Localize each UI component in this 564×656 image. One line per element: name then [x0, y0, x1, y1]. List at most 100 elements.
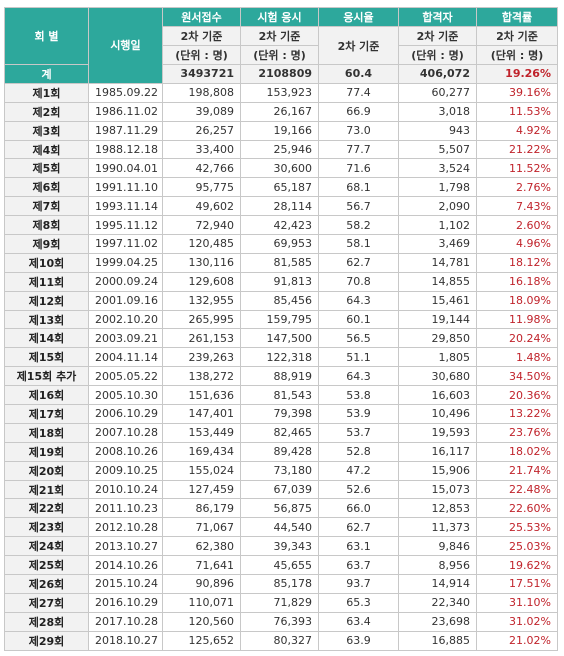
pass-rate-cell: 1.48% [476, 347, 558, 368]
total-cell: 406,072 [398, 64, 477, 84]
takers-cell: 69,953 [240, 234, 319, 254]
passers-cell: 15,461 [398, 290, 477, 311]
pass-rate-cell: 31.10% [476, 592, 558, 613]
table-row: 제13회 2002.10.20 265,995 159,795 60.1 19,144 11… [4, 309, 558, 330]
pass-rate-cell: 17.51% [476, 574, 558, 594]
applicants-cell: 132,955 [162, 290, 241, 311]
applicants-cell: 169,434 [162, 441, 241, 462]
passers-cell: 2,090 [398, 196, 477, 217]
applicants-cell: 239,263 [162, 347, 241, 368]
round-cell: 제23회 [4, 517, 89, 538]
takers-cell: 85,178 [240, 574, 319, 594]
pass-rate-cell: 11.52% [476, 158, 558, 179]
date-cell: 2013.10.27 [88, 536, 163, 557]
table-row: 제29회 2018.10.27 125,652 80,327 63.9 16,885 21.… [4, 630, 558, 651]
passers-cell: 3,469 [398, 234, 477, 254]
date-cell: 2011.10.23 [88, 498, 163, 519]
pass-rate-cell: 16.18% [476, 271, 558, 292]
pass-rate-cell: 21.74% [476, 460, 558, 481]
rate-cell: 53.7 [318, 422, 399, 443]
rate-cell: 52.8 [318, 441, 399, 462]
table-row: 제26회 2015.10.24 90,896 85,178 93.7 14,914 17.5… [4, 574, 558, 594]
passers-cell: 19,144 [398, 309, 477, 330]
rate-cell: 77.4 [318, 82, 399, 103]
passers-cell: 29,850 [398, 328, 477, 349]
date-cell: 2007.10.28 [88, 422, 163, 443]
pass-rate-cell: 2.60% [476, 215, 558, 236]
round-cell: 제12회 [4, 290, 89, 311]
round-cell: 제28회 [4, 611, 89, 632]
date-cell: 1997.11.02 [88, 234, 163, 254]
passers-cell: 1,102 [398, 215, 477, 236]
unit-cell: (단위 : 명) [162, 45, 241, 65]
date-cell: 1987.11.29 [88, 120, 163, 141]
round-cell: 제14회 [4, 328, 89, 349]
round-cell: 제19회 [4, 441, 89, 462]
table-row: 제20회 2009.10.25 155,024 73,180 47.2 15,906 21.… [4, 460, 558, 481]
pass-rate-cell: 4.92% [476, 120, 558, 141]
header-cell: 시행일 [88, 7, 163, 84]
applicants-cell: 110,071 [162, 592, 241, 613]
date-cell: 1993.11.14 [88, 196, 163, 217]
round-cell: 제1회 [4, 82, 89, 103]
table-row: 제27회 2016.10.29 110,071 71,829 65.3 22,340 31.… [4, 592, 558, 613]
round-cell: 제7회 [4, 196, 89, 217]
round-cell: 제13회 [4, 309, 89, 330]
rate-cell: 64.3 [318, 366, 399, 387]
date-cell: 2005.05.22 [88, 366, 163, 387]
rate-cell: 56.7 [318, 196, 399, 217]
round-cell: 제18회 [4, 422, 89, 443]
takers-cell: 82,465 [240, 422, 319, 443]
pass-rate-cell: 18.12% [476, 252, 558, 273]
applicants-cell: 198,808 [162, 82, 241, 103]
unit-cell: (단위 : 명) [240, 45, 319, 65]
round-cell: 제6회 [4, 177, 89, 198]
pass-rate-cell: 21.02% [476, 630, 558, 651]
applicants-cell: 261,153 [162, 328, 241, 349]
applicants-cell: 39,089 [162, 101, 241, 122]
pass-rate-cell: 20.36% [476, 385, 558, 406]
takers-cell: 147,500 [240, 328, 319, 349]
table-row: 제18회 2007.10.28 153,449 82,465 53.7 19,593 23.… [4, 422, 558, 443]
takers-cell: 71,829 [240, 592, 319, 613]
total-cell: 19.26% [476, 64, 558, 84]
table-row: 제14회 2003.09.21 261,153 147,500 56.5 29,850 20… [4, 328, 558, 349]
table-row: 제19회 2008.10.26 169,434 89,428 52.8 16,117 18.… [4, 441, 558, 462]
round-cell: 제29회 [4, 630, 89, 651]
rate-cell: 56.5 [318, 328, 399, 349]
date-cell: 2006.10.29 [88, 404, 163, 424]
table-row: 제23회 2012.10.28 71,067 44,540 62.7 11,373 25.5… [4, 517, 558, 538]
pass-rate-cell: 31.02% [476, 611, 558, 632]
round-cell: 제27회 [4, 592, 89, 613]
round-cell: 제15회 추가 [4, 366, 89, 387]
applicants-cell: 71,641 [162, 555, 241, 576]
table-row: 제17회 2006.10.29 147,401 79,398 53.9 10,496 13.… [4, 404, 558, 424]
date-cell: 2012.10.28 [88, 517, 163, 538]
takers-cell: 67,039 [240, 479, 319, 500]
takers-cell: 44,540 [240, 517, 319, 538]
table-body: 제1회 1985.09.22 198,808 153,923 77.4 60,277 39.… [4, 82, 558, 651]
applicants-cell: 120,560 [162, 611, 241, 632]
header-cell: 응시율 [318, 7, 399, 27]
takers-cell: 159,795 [240, 309, 319, 330]
pass-rate-cell: 25.53% [476, 517, 558, 538]
pass-rate-cell: 20.24% [476, 328, 558, 349]
rate-cell: 58.2 [318, 215, 399, 236]
pass-rate-cell: 11.53% [476, 101, 558, 122]
table-row: 제2회 1986.11.02 39,089 26,167 66.9 3,018 11.53% [4, 101, 558, 122]
applicants-cell: 138,272 [162, 366, 241, 387]
passers-cell: 3,018 [398, 101, 477, 122]
table-row: 제5회 1990.04.01 42,766 30,600 71.6 3,524 11.52% [4, 158, 558, 179]
passers-cell: 3,524 [398, 158, 477, 179]
takers-cell: 80,327 [240, 630, 319, 651]
applicants-cell: 95,775 [162, 177, 241, 198]
applicants-cell: 147,401 [162, 404, 241, 424]
takers-cell: 73,180 [240, 460, 319, 481]
rate-cell: 63.4 [318, 611, 399, 632]
pass-rate-cell: 11.98% [476, 309, 558, 330]
passers-cell: 5,507 [398, 139, 477, 160]
total-cell: 60.4 [318, 64, 399, 84]
table-row: 제4회 1988.12.18 33,400 25,946 77.7 5,507 21.22% [4, 139, 558, 160]
table-row: 제24회 2013.10.27 62,380 39,343 63.1 9,846 25.03… [4, 536, 558, 557]
